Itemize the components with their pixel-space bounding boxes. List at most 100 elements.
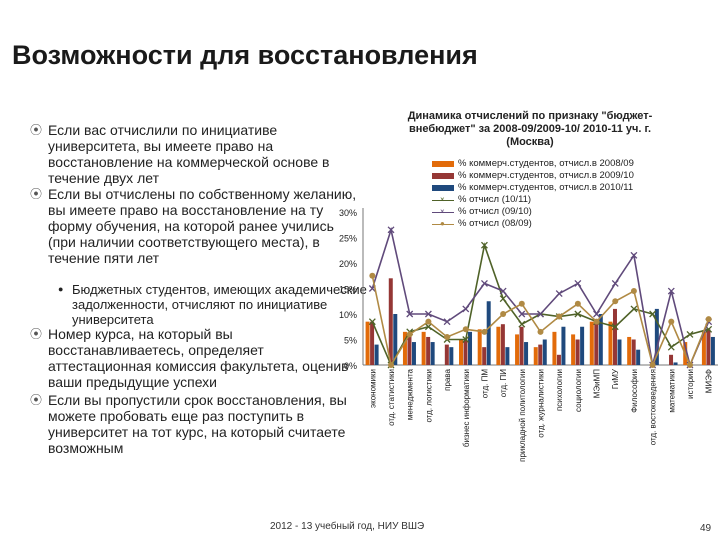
x-tick-label: отд. востоковедения [649,369,658,445]
data-point [500,311,507,317]
x-tick-label: отд. логистики [424,369,433,422]
x-tick-label: бизнес информатики [462,369,471,447]
bar [673,362,678,365]
bar [627,336,632,365]
legend-marker-icon: × [440,207,445,216]
y-tick-label: 15% [339,285,357,295]
sub-bullet-icon: ● [58,284,64,294]
bar [608,321,613,365]
data-point [443,318,451,326]
data-point [705,316,712,323]
bar [654,308,659,365]
data-point [649,362,656,368]
y-tick-label: 5% [344,336,357,346]
legend-label: % коммерч.студентов, отчисл.в 2010/11 [458,182,634,193]
bar [612,308,617,365]
data-point [387,226,395,234]
y-tick-label: 10% [339,310,357,320]
x-tick-label: отд. журналистики [537,369,546,438]
bar [482,347,487,365]
legend-swatch [432,185,454,191]
bar [631,339,636,365]
bar [561,326,566,365]
data-point [593,318,600,325]
bar [710,336,715,365]
legend-swatch [432,224,454,225]
bullet-text: Если вы пропустили срок восстановления, … [48,392,347,456]
legend-label: % отчисл (10/11) [458,194,532,205]
bar [407,336,412,365]
bar [571,334,576,365]
data-point [480,279,488,287]
x-tick-label: МЭиМП [593,369,602,399]
x-tick-label: ГиМУ [611,368,620,389]
x-tick-label: права [443,368,452,390]
page-number: 49 [700,523,712,534]
slide-title: Возможности для восстановления [12,40,478,70]
x-tick-label: психологии [555,369,564,411]
data-point [424,310,432,318]
data-point [499,287,507,295]
legend-swatch [432,212,454,213]
bar [542,339,547,365]
x-tick-label: экономики [368,369,377,408]
data-point [406,331,413,338]
data-point [537,328,544,335]
bar [477,329,482,365]
bar [669,354,674,365]
x-tick-label: социологии [574,369,583,412]
legend-marker-icon: × [440,195,445,204]
bullet-icon: ⦿ [30,123,43,137]
bullet-text: Если вы отчислены по собственному желани… [48,186,357,266]
data-point [574,300,581,307]
legend-label: % коммерч.студентов, отчисл.в 2009/10 [458,170,634,181]
data-point [667,287,675,295]
data-point [667,343,675,351]
data-point [686,362,693,368]
y-tick-label: 20% [339,259,357,269]
y-tick-label: 30% [339,208,357,218]
bar [388,278,393,365]
data-point [593,310,601,318]
data-point [369,272,376,279]
data-point [649,310,657,318]
bar [701,331,706,365]
bar [430,342,435,365]
bar [449,347,454,365]
bar [459,339,464,365]
bar [538,344,543,365]
data-point [481,328,488,335]
data-point [537,310,544,318]
legend-swatch [432,200,454,201]
bar [505,347,510,365]
data-point [574,279,582,287]
bar [524,342,529,365]
legend-label: % отчисл (08/09) [458,218,532,229]
bar [365,321,370,365]
bullet-text: Номер курса, на который вы восстанавлива… [48,326,349,390]
bar [598,314,603,365]
bar [575,339,580,365]
x-tick-label: прикладной политологии [518,369,527,462]
data-point [518,300,525,307]
data-point [556,313,563,320]
data-point [630,251,638,259]
bar [589,321,594,365]
sub-bullet-text: Бюджетных студентов, имеющих академическ… [72,282,367,327]
data-point [480,241,488,249]
data-point [444,333,451,340]
bar [468,331,473,365]
data-point [406,310,414,318]
data-point [388,362,395,368]
legend-label: % отчисл (09/10) [458,206,532,217]
bar [580,326,585,365]
bar [370,321,375,365]
data-point [368,318,376,326]
y-tick-label: 0% [344,361,357,371]
bullet-icon: ⦿ [30,327,43,341]
x-tick-label: отд. ПИ [499,369,508,398]
data-point [425,318,432,325]
bar [486,301,491,365]
bullet-icon: ⦿ [30,187,43,201]
data-point [668,318,675,325]
